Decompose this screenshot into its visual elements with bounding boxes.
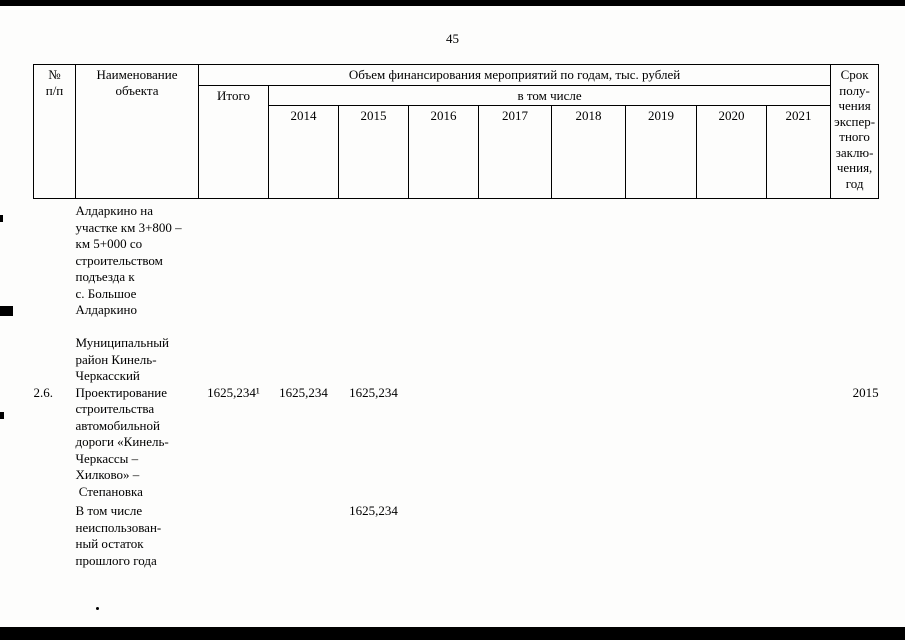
cell-2020 xyxy=(697,199,767,385)
cell-term: 2015 xyxy=(852,384,879,400)
col-header-num: № п/п xyxy=(33,64,76,199)
col-header-volume: Объем финансирования мероприятий по года… xyxy=(197,64,832,86)
cell-num: 2.6. xyxy=(33,384,54,400)
cell-2015 xyxy=(339,199,409,385)
table-row: 2.6. Проектирование строительства автомо… xyxy=(34,385,879,501)
cell-term xyxy=(831,500,879,569)
cell-2018 xyxy=(552,500,626,569)
col-header-year-2017: 2017 xyxy=(478,105,552,199)
table-row: Алдаркино на участке км 3+800 – км 5+000… xyxy=(34,199,879,385)
cell-2014 xyxy=(269,199,339,385)
col-header-term: Срок полу- чения экспер- тного заклю- че… xyxy=(830,64,880,199)
col-header-year-2019: 2019 xyxy=(625,105,697,199)
cell-2018 xyxy=(552,199,626,385)
col-header-year-2021: 2021 xyxy=(765,105,832,199)
cell-2021 xyxy=(767,199,831,385)
table-row: В том числе неиспользован- ный остаток п… xyxy=(34,500,879,569)
cell-object-name: Алдаркино на участке км 3+800 – км 5+000… xyxy=(75,203,182,383)
cell-total xyxy=(199,199,269,385)
col-header-including: в том числе xyxy=(267,84,832,106)
cell-2016 xyxy=(409,199,479,385)
cell-term xyxy=(831,199,879,385)
cell-2020 xyxy=(697,385,767,501)
scan-artifact-top-bar xyxy=(0,0,905,6)
col-header-year-2018: 2018 xyxy=(551,105,626,199)
cell-total: 1625,234¹ xyxy=(207,384,260,400)
cell-2017 xyxy=(479,199,552,385)
cell-2020 xyxy=(697,500,767,569)
cell-object-name: Проектирование строительства автомобильн… xyxy=(75,384,169,499)
cell-2021 xyxy=(767,500,831,569)
cell-2016 xyxy=(409,385,479,501)
cell-2019 xyxy=(626,500,697,569)
cell-2014 xyxy=(269,500,339,569)
cell-2014: 1625,234 xyxy=(279,384,328,400)
col-header-name: Наименование объекта xyxy=(75,64,199,199)
col-header-year-2020: 2020 xyxy=(696,105,767,199)
col-header-year-2015: 2015 xyxy=(338,105,409,199)
financing-table: № п/п Наименование объекта Объем финанси… xyxy=(33,64,880,569)
cell-2017 xyxy=(479,500,552,569)
scan-artifact xyxy=(96,607,99,610)
cell-2015: 1625,234 xyxy=(349,384,398,400)
col-header-total: Итого xyxy=(198,84,269,199)
page-number: 45 xyxy=(446,31,459,46)
scan-artifact xyxy=(0,306,13,316)
col-header-year-2014: 2014 xyxy=(268,105,339,199)
col-header-year-2016: 2016 xyxy=(408,105,479,199)
cell-2017 xyxy=(479,385,552,501)
cell-num xyxy=(34,199,76,385)
scan-artifact-bottom-bar xyxy=(0,627,905,640)
cell-num xyxy=(34,500,76,569)
cell-2016 xyxy=(409,500,479,569)
cell-2018 xyxy=(552,385,626,501)
cell-2021 xyxy=(767,385,831,501)
cell-2019 xyxy=(626,385,697,501)
scan-artifact xyxy=(0,215,3,222)
cell-2015: 1625,234 xyxy=(349,503,398,518)
cell-total xyxy=(199,500,269,569)
cell-object-name: В том числе неиспользован- ный остаток п… xyxy=(75,503,162,568)
scan-artifact xyxy=(0,412,4,419)
cell-2019 xyxy=(626,199,697,385)
